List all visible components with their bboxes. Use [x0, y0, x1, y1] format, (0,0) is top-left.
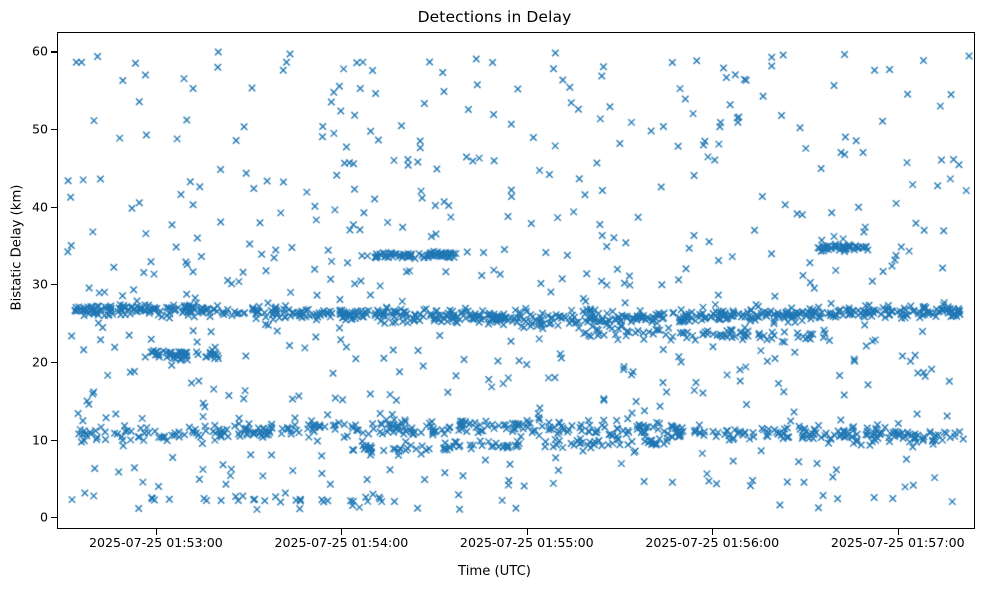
y-tick-label: 20: [31, 354, 48, 370]
y-tick-mark: [51, 517, 57, 519]
y-tick-mark: [51, 284, 57, 286]
y-tick-mark: [51, 439, 57, 441]
x-axis-tick-labels: 2025-07-25 01:53:00 2025-07-25 01:54:00 20…: [0, 529, 989, 559]
x-tick-mark: [712, 529, 714, 535]
plot-axes: [57, 32, 975, 529]
x-tick-label: 2025-07-25 01:56:00: [645, 535, 780, 550]
y-tick-label: 60: [31, 43, 48, 59]
y-tick-label: 40: [31, 199, 48, 215]
x-tick-label: 2025-07-25 01:53:00: [89, 535, 223, 550]
x-tick-label: 2025-07-25 01:55:00: [459, 535, 594, 550]
y-tick-mark: [51, 129, 57, 131]
y-tick-mark: [51, 206, 57, 208]
scatter-plot-canvas: [58, 33, 974, 528]
page-title: Detections in Delay: [417, 8, 572, 26]
y-axis-label: Bistatic Delay (km): [9, 184, 25, 311]
x-tick-mark: [155, 529, 157, 535]
x-tick-mark: [897, 529, 899, 535]
x-tick-mark: [341, 529, 343, 535]
y-tick-mark: [51, 51, 57, 53]
y-tick-label: 50: [31, 121, 48, 137]
x-tick-label: 2025-07-25 01:54:00: [274, 535, 409, 550]
y-tick-label: 0: [39, 509, 48, 525]
y-axis-tick-labels: 0 10 20 30 40 50 60: [0, 32, 48, 529]
y-tick-label: 10: [31, 432, 48, 448]
x-tick-mark: [526, 529, 528, 535]
x-axis-label: Time (UTC): [458, 564, 531, 579]
y-tick-mark: [51, 362, 57, 364]
x-tick-label: 2025-07-25 01:57:00: [830, 535, 965, 550]
y-tick-label: 30: [31, 276, 48, 292]
